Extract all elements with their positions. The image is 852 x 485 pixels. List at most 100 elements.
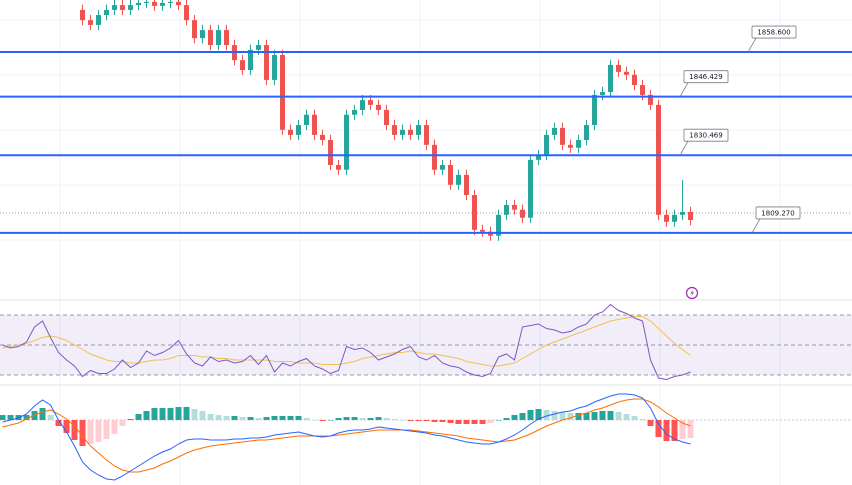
candle-body [536,155,541,160]
candle-body [552,127,557,135]
candle-body [80,9,85,21]
macd-histogram-bar [511,415,518,420]
macd-histogram-bar [391,419,398,420]
macd-histogram-bar [199,411,206,420]
macd-histogram-bar [159,408,166,420]
candle-body [344,114,349,170]
level-label-box [683,128,729,142]
level-label: 1809.270 [761,209,794,217]
candle-body [224,30,229,46]
macd-histogram-bar [0,415,6,420]
candle-body [648,94,653,105]
macd-histogram-bar [263,417,270,420]
macd-histogram-bar [527,410,534,420]
candle-body [592,94,597,126]
candle-body [608,64,613,93]
level-leader [747,37,757,53]
level-leader [679,82,689,97]
candle-body [392,125,397,135]
candle-body [168,1,173,3]
candle-body [256,45,261,50]
candle-body [96,15,101,25]
macd-histogram-bar [319,420,326,421]
macd-histogram-bar [279,416,286,420]
macd-histogram-bar [671,420,678,441]
candle-body [672,214,677,222]
macd-histogram-bar [63,420,70,433]
candle-body [632,74,637,86]
macd-histogram-bar [343,417,350,420]
candle-body [528,159,533,218]
candle-body [616,64,621,72]
candle-body [88,20,93,25]
macd-histogram-bar [247,417,254,420]
macd-histogram-bar [431,420,438,422]
candle-body [432,144,437,170]
macd-histogram-bar [127,419,134,420]
macd-histogram-bar [679,420,686,439]
candle-body [480,229,485,232]
candle-body [512,204,517,210]
macd-histogram-bar [95,420,102,442]
macd-histogram-bar [471,420,478,424]
candle-body [240,60,245,71]
macd-histogram-bar [327,420,334,421]
candle-body [336,164,341,170]
macd-histogram-bar [287,416,294,420]
macd-histogram-bar [103,420,110,439]
macd-histogram-bar [519,413,526,420]
candle-body [424,125,429,145]
candle-body [544,134,549,156]
macd-histogram-bar [439,420,446,422]
macd-histogram-bar [111,420,118,434]
macd-histogram-bar [543,410,550,420]
macd-histogram-bar [495,420,502,421]
macd-histogram-bar [423,420,430,421]
level-label-box [755,206,801,220]
macd-histogram-bar [375,417,382,420]
macd-histogram-bar [479,420,486,424]
level-label: 1830.469 [689,132,722,140]
candle-body [584,125,589,141]
macd-histogram-bar [455,420,462,424]
candle-body [600,92,605,95]
macd-histogram-bar [151,408,158,420]
macd-histogram-bar [367,418,374,420]
macd-histogram-bar [359,418,366,420]
macd-line [2,393,691,481]
level-label-box [751,25,797,39]
candle-body [640,85,645,95]
macd-histogram-bar [135,414,142,420]
macd-histogram-bar [175,407,182,420]
candle-body [384,109,389,126]
candle-body [128,5,133,10]
macd-histogram-bar [535,409,542,420]
candle-body [272,54,277,80]
macd-histogram-bar [239,417,246,420]
candle-body [192,20,197,39]
macd-histogram-bar [351,417,358,420]
candle-body [144,1,149,3]
candle-body [200,30,205,39]
candle-body [464,174,469,196]
candle-body [296,125,301,135]
candle-body [416,125,421,135]
macd-histogram-bar [231,416,238,420]
candle-body [576,140,581,148]
macd-histogram-bar [79,420,86,446]
candle-body [216,30,221,46]
macd-histogram-bar [223,416,230,420]
macd-histogram-bar [503,418,510,420]
rsi-ma-line [2,316,691,367]
macd-signal-line [2,398,691,473]
level-label: 1858.600 [757,29,790,37]
level-label-box [683,70,729,84]
candle-body [376,104,381,110]
macd-histogram-bar [271,416,278,420]
alert-icon[interactable] [685,286,699,300]
candle-body [560,127,565,145]
candle-body [408,129,413,135]
candle-body [264,45,269,80]
candle-body [160,2,165,6]
